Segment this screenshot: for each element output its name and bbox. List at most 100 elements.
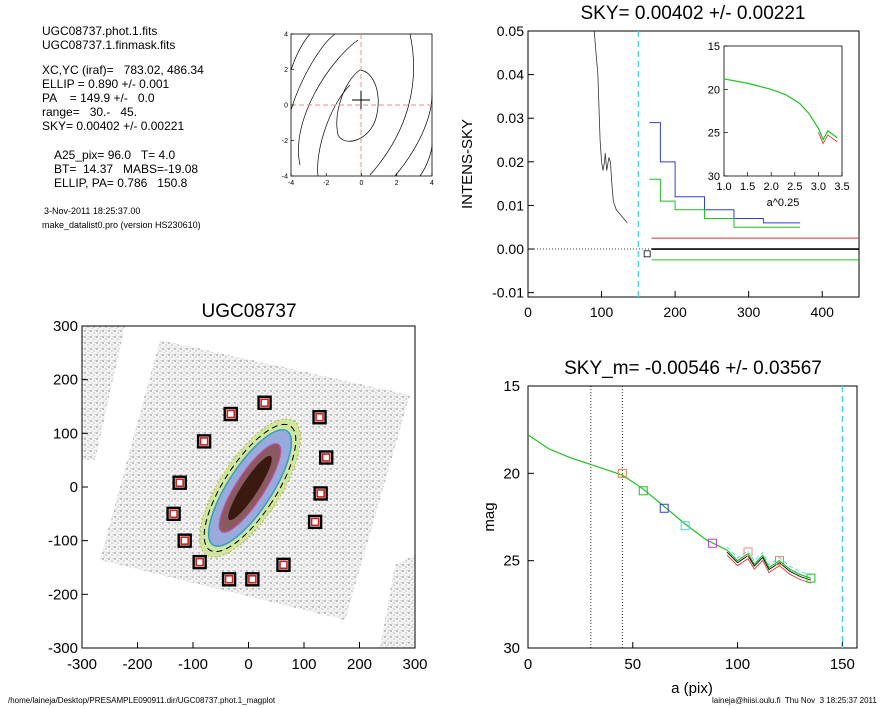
- mag-profile-black: [726, 551, 812, 581]
- sky-yticks: 0.05 0.04 0.03 0.02 0.01 0.00 -0.01: [492, 23, 534, 301]
- sky-plot-ylabel: INTENS-SKY: [459, 119, 476, 209]
- mag-xtick-label: 150: [830, 656, 855, 673]
- galaxy-ytick-label: 300: [53, 318, 78, 335]
- contour-xticks: -4 -2 0 2 4: [288, 173, 434, 187]
- galaxy-xtick-label: 100: [291, 656, 316, 673]
- sky-xticks: 0 100 200 300 400: [524, 291, 834, 320]
- galaxy-xtick-label: -300: [67, 656, 97, 673]
- galaxy-ytick-label: 100: [53, 425, 78, 442]
- mag-plot-frame: [527, 385, 858, 649]
- inset-profile-line: [723, 78, 838, 141]
- sky-marker-square: [643, 250, 651, 258]
- sky-plot-frame: [527, 30, 860, 298]
- galaxy-ytick-label: -100: [48, 533, 78, 550]
- mag-xtick-label: 50: [624, 656, 641, 673]
- galaxy-ytick-label: 200: [53, 372, 78, 389]
- galaxy-markers: [166, 395, 334, 587]
- inset-xtick-label: 1.0: [716, 181, 731, 193]
- galaxy-xtick-label: -100: [178, 656, 208, 673]
- sky-xtick-label: 300: [737, 304, 761, 320]
- mag-ytick-label: 30: [503, 640, 520, 657]
- mag-plot-title: SKY_m= -0.00546 +/- 0.03567: [564, 358, 822, 379]
- galaxy-ytick-label: -300: [48, 640, 78, 657]
- image-field-edge-right: [380, 555, 415, 648]
- sky-box-marker-inner: [310, 517, 320, 527]
- inset-ticks: 1.0 1.5 2.0 2.5 3.0 3.5 15 20 25 30: [708, 41, 850, 193]
- param-pa: PA = 149.9 +/- 0.0: [42, 91, 155, 105]
- sky-xtick-label: 100: [590, 304, 614, 320]
- mag-marker-square: [774, 556, 784, 566]
- inset-xtick-label: 1.5: [740, 181, 755, 193]
- mag-marker-square: [659, 503, 669, 513]
- mag-ytick-label: 25: [503, 553, 520, 570]
- sky-box-marker-inner: [180, 536, 189, 545]
- mag-marker-square: [743, 547, 753, 557]
- inset-ytick-label: 25: [708, 128, 720, 140]
- contour-ytick-label: 0: [284, 103, 288, 110]
- galaxy-xtick-label: 0: [244, 656, 252, 673]
- param-range: range= 30.- 45.: [42, 105, 138, 119]
- sky-profile-line: [593, 30, 628, 224]
- mag-plot: SKY_m= -0.00546 +/- 0.03567 mag a (pix) …: [481, 358, 858, 697]
- galaxy-plot: UGC08737 -300 -200 -100 0 100 200 300 300 200 100…: [48, 301, 428, 673]
- mag-ytick-label: 20: [503, 465, 520, 482]
- contour-yticks: -4 -2 0 2 4: [282, 32, 294, 181]
- sky-ytick-label: -0.01: [492, 285, 524, 301]
- timestamp: 3-Nov-2011 18:25:37.00: [44, 206, 141, 216]
- param-ellip: ELLIP = 0.890 +/- 0.001: [42, 77, 170, 91]
- galaxy-fit-ellipse: [203, 423, 297, 553]
- sky-ytick-label: 0.00: [497, 241, 524, 257]
- mag-series: [527, 386, 843, 648]
- sky-plot: SKY= 0.00402 +/- 0.00221 INTENS-SKY 0.05…: [459, 3, 860, 320]
- mag-profile-red: [726, 554, 812, 584]
- sky-xtick-label: 400: [811, 304, 835, 320]
- result-a25: A25_pix= 96.0 T= 4.0: [54, 148, 176, 162]
- sky-xtick-label: 200: [663, 304, 687, 320]
- mag-plot-ylabel: mag: [481, 502, 498, 531]
- sky-ytick-label: 0.05: [497, 23, 524, 39]
- galaxy-image: [82, 326, 415, 648]
- file-name-2: UGC08737.1.finmask.fits: [42, 38, 176, 52]
- galaxy-xtick-label: 300: [402, 656, 427, 673]
- contour-lines: [290, 33, 433, 177]
- contour-xtick-label: 0: [360, 180, 364, 187]
- inset-ytick-label: 30: [708, 171, 720, 183]
- inset-plot: a^0.25 1.0 1.5 2.0 2.5 3.0 3.5 15 20 25 30: [708, 41, 850, 209]
- inset-xtick-label: 2.5: [787, 181, 802, 193]
- sky-box-marker-inner: [169, 509, 178, 519]
- contour-plot: -4 -2 0 2 4 -4 -2 0 2 4: [282, 32, 434, 188]
- contour-ytick-label: 2: [284, 67, 288, 74]
- sky-ytick-label: 0.01: [497, 197, 524, 213]
- sky-series: [528, 30, 859, 297]
- galaxy-plot-title: UGC08737: [201, 301, 296, 322]
- sky-green-step: [649, 178, 801, 228]
- sky-box-marker-inner: [226, 409, 236, 419]
- inset-frame: [723, 45, 843, 177]
- mag-marker-square: [638, 486, 648, 496]
- contour-ytick-label: -2: [282, 138, 288, 145]
- mag-ticks: 0 50 100 150 15 20 25 30: [503, 378, 855, 673]
- inset-profile-tail-red: [818, 132, 838, 145]
- sky-box-marker-inner: [316, 489, 325, 498]
- galaxy-ytick-label: 0: [70, 479, 78, 496]
- footer-user-stamp: laineja@hiisi.oulu.fi Thu Nov 3 18:25:37…: [712, 696, 877, 705]
- mag-xtick-label: 0: [524, 656, 532, 673]
- contour-xtick-label: 4: [430, 180, 434, 187]
- result-bt: BT= 14.37 MABS=-19.08: [54, 162, 199, 176]
- sky-box-marker-inner: [279, 560, 288, 570]
- inset-xtick-label: 2.0: [764, 181, 779, 193]
- program-version: make_datalist0.pro (version HS230610): [42, 220, 201, 230]
- sky-box-marker-inner: [321, 453, 331, 462]
- sky-box-marker-inner: [248, 575, 257, 584]
- galaxy-ytick-label: -200: [48, 586, 78, 603]
- contour-center-cross: [352, 91, 370, 109]
- galaxy-xtick-label: -200: [122, 656, 152, 673]
- contour-xtick-label: -2: [323, 180, 329, 187]
- footer-path: /home/laineja/Desktop/PRESAMPLE090911.di…: [8, 696, 276, 705]
- mag-marker-square: [806, 573, 816, 583]
- mag-marker-square: [707, 538, 717, 548]
- inset-ytick-label: 20: [708, 84, 720, 96]
- contour-ytick-label: 4: [284, 32, 288, 39]
- file-name-1: UGC08737.phot.1.fits: [42, 24, 158, 38]
- sky-box-marker-inner: [175, 478, 184, 488]
